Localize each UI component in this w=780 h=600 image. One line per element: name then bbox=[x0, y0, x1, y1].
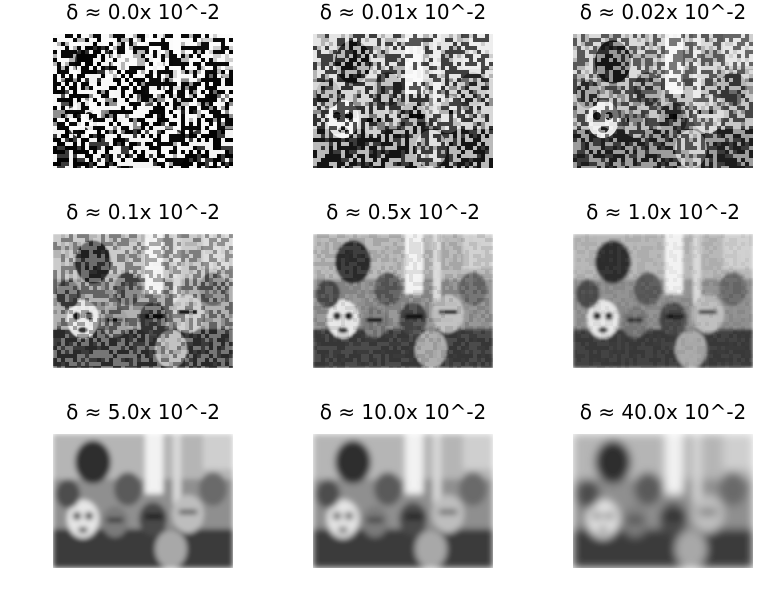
panel-title: δ ≈ 0.1x 10^-2 bbox=[66, 200, 220, 224]
reconstructed-image bbox=[573, 434, 753, 568]
panel-title: δ ≈ 1.0x 10^-2 bbox=[586, 200, 740, 224]
panel-title: δ ≈ 0.0x 10^-2 bbox=[66, 0, 220, 24]
reconstructed-image bbox=[573, 234, 753, 368]
reconstructed-image bbox=[313, 434, 493, 568]
panel-title: δ ≈ 0.01x 10^-2 bbox=[319, 0, 487, 24]
panel-title: δ ≈ 5.0x 10^-2 bbox=[66, 400, 220, 424]
panel-title: δ ≈ 40.0x 10^-2 bbox=[579, 400, 747, 424]
reconstructed-image bbox=[53, 234, 233, 368]
reconstructed-image bbox=[53, 34, 233, 168]
panel-title: δ ≈ 0.5x 10^-2 bbox=[326, 200, 480, 224]
panel-title: δ ≈ 10.0x 10^-2 bbox=[319, 400, 487, 424]
reconstructed-image bbox=[313, 34, 493, 168]
reconstructed-image bbox=[573, 34, 753, 168]
reconstructed-image bbox=[313, 234, 493, 368]
reconstructed-image bbox=[53, 434, 233, 568]
panel-title: δ ≈ 0.02x 10^-2 bbox=[579, 0, 747, 24]
